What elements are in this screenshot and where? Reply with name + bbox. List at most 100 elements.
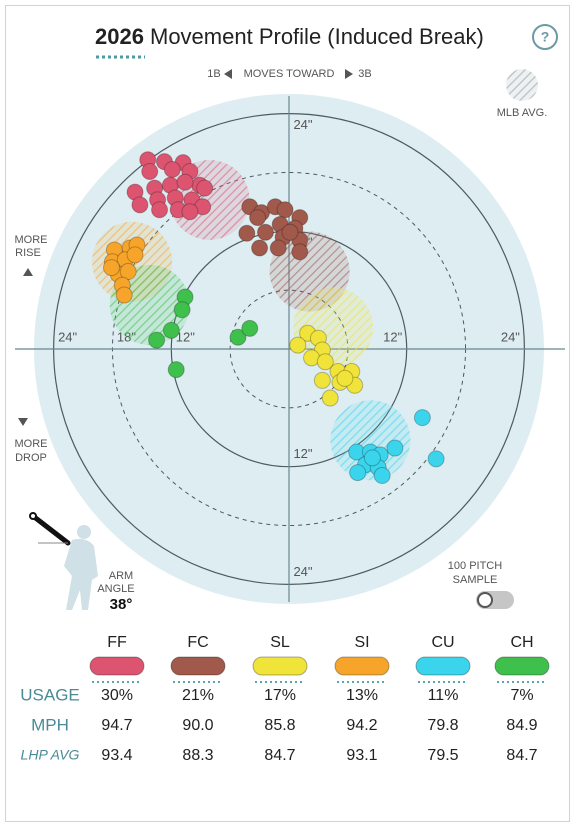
row-cell: 17% <box>264 687 296 704</box>
y-tick-label: 24" <box>293 117 312 132</box>
row-label: LHP AVG <box>21 747 80 763</box>
pitcher-head <box>77 525 91 539</box>
pitch-dot <box>173 301 191 319</box>
pitch-name: CH <box>510 634 533 651</box>
title: Movement Profile (Induced Break) <box>150 24 484 49</box>
mlb-avg-zone <box>293 287 374 368</box>
help-icon[interactable]: ? <box>541 29 550 45</box>
row-cell: 85.8 <box>264 717 295 734</box>
toggle-knob[interactable] <box>477 592 493 608</box>
pitch-dot <box>251 239 269 257</box>
pitch-swatch <box>170 656 226 676</box>
pitch-dot <box>321 389 339 407</box>
row-cell: 84.9 <box>506 717 537 734</box>
pitch-dot <box>162 321 180 339</box>
pitch-dot <box>151 201 169 219</box>
pitch-dot <box>256 223 274 241</box>
pitch-dot <box>386 439 404 457</box>
row-cell: 94.2 <box>346 717 377 734</box>
pitch-name: CU <box>431 634 454 651</box>
row-cell: 93.4 <box>101 747 132 764</box>
pitch-swatch <box>334 656 390 676</box>
pitch-dot <box>427 450 445 468</box>
pitch-dot <box>176 173 194 191</box>
arrow-right <box>345 69 353 79</box>
pitch-dot <box>167 361 185 379</box>
pitch-dot <box>229 328 247 346</box>
pitch-dot <box>363 449 381 467</box>
pitch-dot <box>148 331 166 349</box>
pitch-swatch <box>494 656 550 676</box>
y-tick-label: 12" <box>293 446 312 461</box>
arm-line <box>30 513 71 546</box>
pitch-dot <box>141 162 159 180</box>
rise-arrow <box>23 268 33 276</box>
row-cell: 11% <box>428 687 459 704</box>
help-button[interactable] <box>532 24 558 50</box>
sample-label: 100 PITCH <box>448 560 502 572</box>
pitch-dot <box>131 196 149 214</box>
pitch-dot <box>241 319 259 337</box>
pitch-swatch <box>415 656 471 676</box>
row-cell: 93.1 <box>346 747 377 764</box>
pitch-dot <box>373 467 391 485</box>
pitch-dot <box>115 286 133 304</box>
direction-right: 3B <box>358 68 371 80</box>
arm-angle-label: ARM <box>109 570 133 582</box>
pitch-name: SL <box>270 634 290 651</box>
pitch-dot <box>276 201 294 219</box>
sample-label: SAMPLE <box>453 574 498 586</box>
pitch-dot <box>313 371 331 389</box>
pitch-name: FC <box>187 634 208 651</box>
direction-label: MOVES TOWARD <box>244 68 335 80</box>
row-cell: 88.3 <box>182 747 213 764</box>
x-tick-label: 12" <box>176 329 195 344</box>
pitch-dot <box>163 161 181 179</box>
mlb-avg-zone <box>330 400 411 481</box>
rise-label: RISE <box>15 247 41 259</box>
pitch-dot <box>238 224 256 242</box>
pitch-dot <box>289 336 307 354</box>
row-cell: 13% <box>346 687 378 704</box>
pitcher-figure <box>64 525 98 610</box>
pitch-dot <box>102 259 120 277</box>
arrow-left <box>224 69 232 79</box>
pitch-dot <box>413 409 431 427</box>
pitch-dot <box>196 179 214 197</box>
y-tick-label: 24" <box>293 564 312 579</box>
rise-label: MORE <box>15 234 48 246</box>
pitch-swatch <box>252 656 308 676</box>
pitch-dot <box>249 209 267 227</box>
row-cell: 79.8 <box>427 717 458 734</box>
pitch-dot <box>349 464 367 482</box>
pitch-name: SI <box>354 634 369 651</box>
avg-legend-label: MLB AVG. <box>497 107 548 119</box>
pitch-dot <box>316 353 334 371</box>
pitch-dot <box>126 246 144 264</box>
arm-angle-value: 38° <box>110 596 133 613</box>
row-cell: 79.5 <box>427 747 458 764</box>
pitch-name: FF <box>107 634 127 651</box>
x-tick-label: 24" <box>501 329 520 344</box>
row-cell: 90.0 <box>182 717 213 734</box>
row-cell: 84.7 <box>506 747 537 764</box>
pitch-dot <box>181 203 199 221</box>
row-cell: 7% <box>510 687 533 704</box>
arm-ball <box>29 512 37 520</box>
row-cell: 84.7 <box>264 747 295 764</box>
avg-legend-swatch <box>506 69 538 101</box>
year: 2026 <box>95 24 144 49</box>
pitch-dot <box>291 243 309 261</box>
pitch-swatch <box>89 656 145 676</box>
drop-label: DROP <box>15 452 47 464</box>
pitcher-body <box>64 538 98 610</box>
row-cell: 21% <box>182 687 214 704</box>
direction-left: 1B <box>207 68 220 80</box>
pitch-dot <box>281 223 299 241</box>
row-label: MPH <box>31 715 69 734</box>
row-cell: 94.7 <box>101 717 132 734</box>
pitch-dot <box>336 369 354 387</box>
x-tick-label: 12" <box>383 329 402 344</box>
pitch-dot <box>269 239 287 257</box>
